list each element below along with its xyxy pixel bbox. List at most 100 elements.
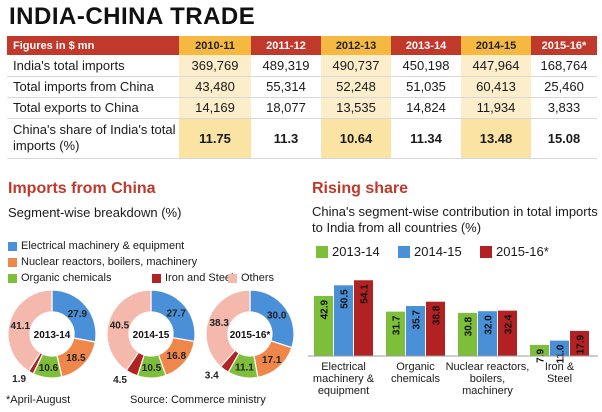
category-label: Steel — [547, 373, 572, 385]
legend-swatch — [8, 241, 17, 251]
bar — [458, 312, 477, 356]
bar-value-label: 32.0 — [484, 315, 495, 335]
legend-item: Organic chemicals — [8, 272, 111, 284]
legend-label: Electrical machinery & equipment — [21, 240, 185, 252]
bar — [354, 280, 373, 356]
bar-value-label: 32.4 — [504, 314, 515, 334]
category-label: Electrical — [321, 361, 366, 373]
category-label: chemicals — [391, 373, 440, 385]
table-cell: 15.08 — [531, 118, 597, 159]
header-year: 2012-13 — [321, 36, 391, 55]
legend-item: Iron and Steel — [152, 272, 234, 284]
legend-swatch — [228, 273, 237, 283]
row-label: Total imports from China — [7, 76, 179, 98]
donut-slice-label: 16.8 — [167, 351, 187, 362]
table-cell: 43,480 — [179, 76, 251, 98]
donut-slice-label: 27.9 — [68, 309, 88, 320]
legend-swatch — [152, 273, 161, 283]
footnote: *April-August — [6, 394, 71, 406]
table-row: Total exports to China 14,169 18,077 13,535… — [7, 97, 597, 119]
bar-value-label: 54.1 — [360, 284, 371, 304]
donut-center-label: 2015-16* — [230, 330, 271, 341]
bar — [386, 311, 405, 356]
legend-label: 2013-14 — [332, 244, 380, 259]
header-year: 2011-12 — [251, 36, 321, 55]
table-cell: 11,934 — [461, 97, 531, 119]
table-cell: 13,535 — [321, 97, 391, 119]
table-cell: 18,077 — [251, 97, 321, 119]
legend-item: Others — [228, 272, 274, 284]
legend-swatch — [8, 257, 17, 267]
imports-section-title: Imports from China — [8, 180, 156, 197]
legend-label: Iron and Steel — [165, 272, 234, 284]
donut-slice-label: 40.5 — [110, 320, 130, 331]
donut-slice-label: 18.5 — [66, 353, 86, 364]
bar — [530, 344, 549, 356]
table-cell: 490,737 — [321, 55, 391, 77]
donut-slice-label: 10.5 — [142, 363, 162, 374]
donut-slice-label: 38.3 — [209, 318, 229, 329]
table-cell: 52,248 — [321, 76, 391, 98]
category-label: Iron & — [545, 361, 575, 373]
bar — [570, 330, 589, 356]
bar-value-label: 42.9 — [320, 300, 331, 320]
donut-slice — [205, 289, 251, 368]
table-cell: 13.48 — [461, 118, 531, 159]
bar — [406, 306, 425, 356]
bar — [478, 311, 497, 356]
trade-table: Figures in $ mn 2010-11 2011-12 2012-13 2013… — [7, 36, 597, 159]
table-cell: 10.64 — [321, 118, 391, 159]
donut-slice-label: 27.7 — [166, 309, 186, 320]
table-cell: 11.34 — [391, 118, 461, 159]
table-cell: 25,460 — [531, 76, 597, 98]
table-cell: 55,314 — [251, 76, 321, 98]
legend-swatch — [316, 245, 328, 258]
donut-slice-label: 17.1 — [262, 355, 282, 366]
rising-section-title: Rising share — [312, 180, 409, 197]
donut-slice-label: 3.4 — [205, 371, 219, 382]
header-year: 2010-11 — [179, 36, 251, 55]
bar-value-label: 50.5 — [340, 289, 351, 309]
bar-value-label: 11.0 — [556, 344, 567, 363]
table-cell: 11.3 — [251, 118, 321, 159]
bar-value-label: 35.7 — [412, 310, 423, 330]
header-year: 2014-15 — [461, 36, 531, 55]
legend-item: 2013-14 — [316, 244, 380, 259]
legend-swatch — [480, 245, 492, 258]
source-note: Source: Commerce ministry — [130, 394, 266, 406]
donut-slice-label: 11.1 — [235, 363, 254, 374]
table-row: Total imports from China 43,480 55,314 52,2… — [7, 76, 597, 98]
bar — [550, 340, 569, 356]
chart-title: INDIA-CHINA TRADE — [9, 3, 256, 30]
table-header-row: Figures in $ mn 2010-11 2011-12 2012-13 2013… — [7, 36, 597, 55]
legend-item: Nuclear reactors, boilers, machinery — [8, 256, 197, 268]
row-label: India's total imports — [7, 55, 179, 77]
legend-item: Electrical machinery & equipment — [8, 240, 184, 252]
donut-slice — [106, 289, 152, 372]
header-year: 2013-14 — [391, 36, 461, 55]
legend-swatch — [8, 273, 17, 283]
category-label: equipment — [318, 385, 369, 397]
category-label: machinery — [462, 385, 513, 397]
category-label: Nuclear reactors, — [446, 361, 530, 373]
table-cell: 60,413 — [461, 76, 531, 98]
donut-center-label: 2014-15 — [133, 330, 170, 341]
category-label: Organic — [396, 361, 435, 373]
header-year: 2015-16* — [531, 36, 597, 55]
row-label: China's share of India's total imports (… — [7, 118, 179, 159]
legend-swatch — [398, 245, 410, 258]
table-cell: 450,198 — [391, 55, 461, 77]
donut-slice-label: 1.9 — [12, 374, 26, 385]
bar — [498, 310, 517, 356]
table-cell: 11.75 — [179, 118, 251, 159]
donut-slice — [249, 289, 295, 349]
legend-label: Nuclear reactors, boilers, machinery — [21, 256, 198, 268]
legend-label: 2015-16* — [496, 244, 549, 259]
table-cell: 14,169 — [179, 97, 251, 119]
rising-section-subtitle: China's segment-wise contribution in tot… — [312, 204, 598, 235]
imports-section-subtitle: Segment-wise breakdown (%) — [8, 205, 182, 220]
table-cell: 14,824 — [391, 97, 461, 119]
category-label: machinery & — [313, 373, 375, 385]
bar-value-label: 38.8 — [432, 305, 443, 325]
